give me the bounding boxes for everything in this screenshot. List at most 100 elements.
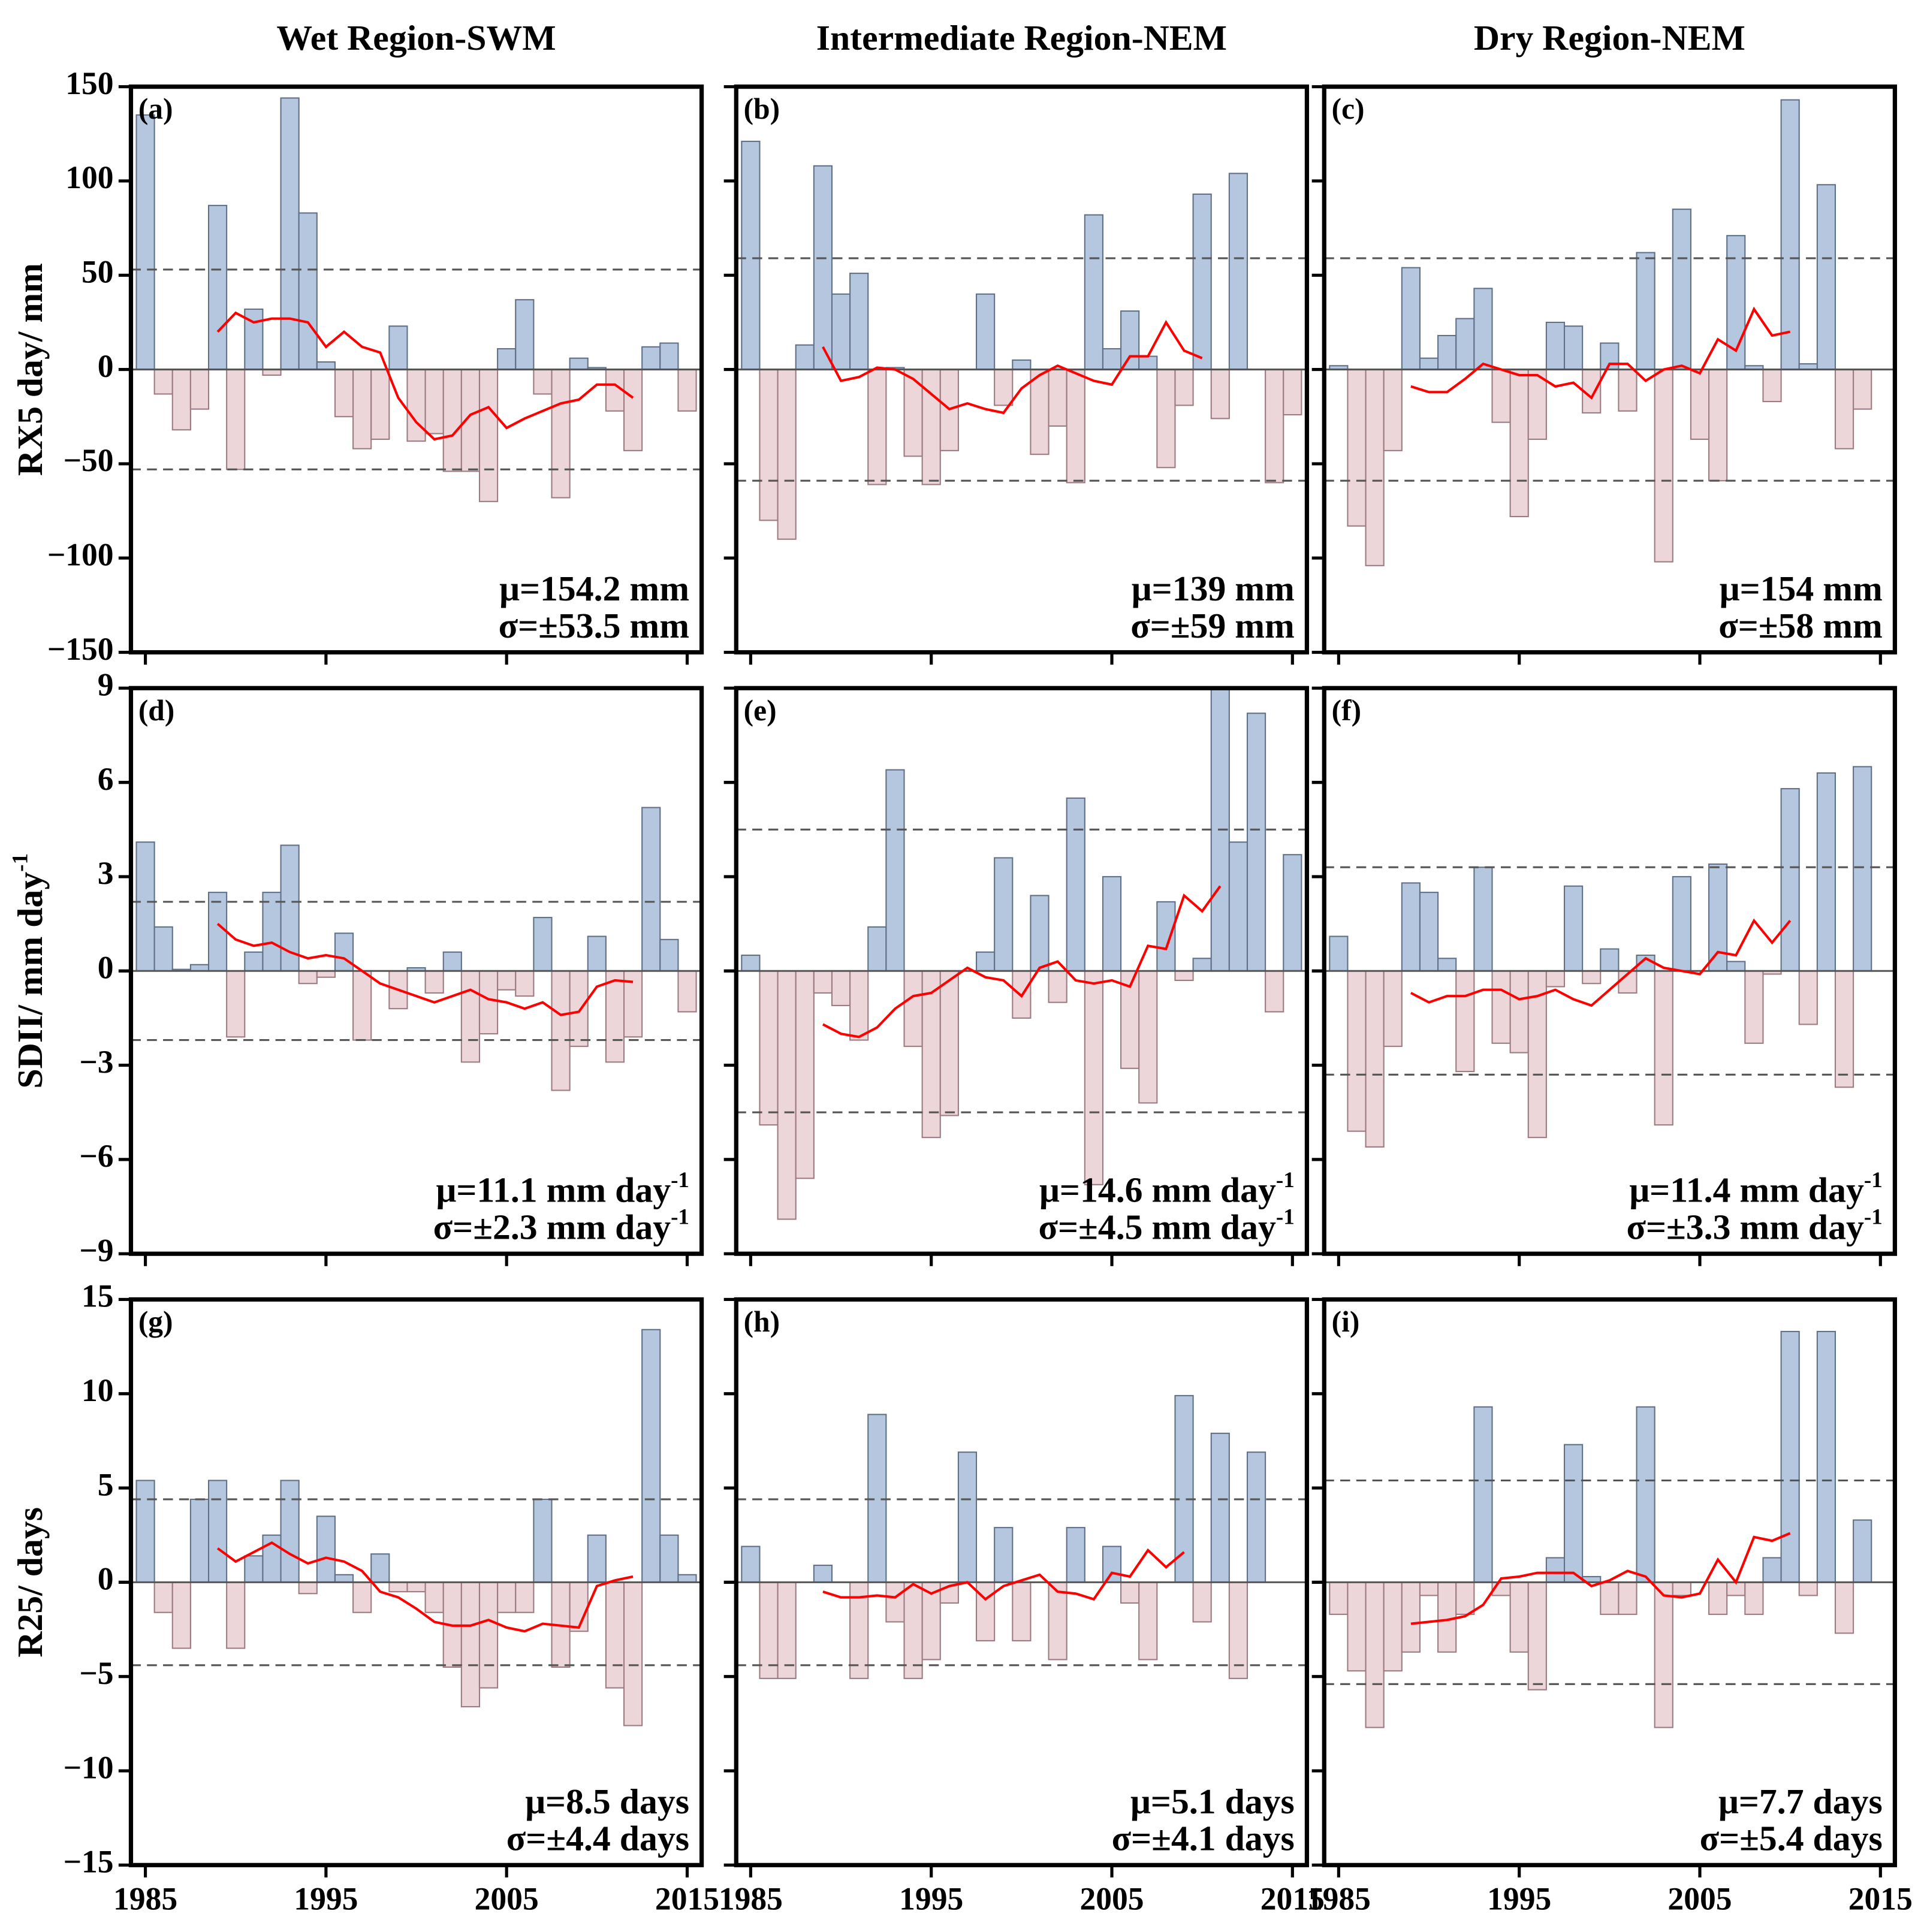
annotation: μ=154 mm [1720, 569, 1883, 608]
bar [1834, 970, 1854, 1088]
bar [533, 917, 553, 972]
running-mean-line [216, 923, 634, 1016]
bar [1102, 1545, 1122, 1583]
bar [1329, 935, 1349, 972]
bar [1618, 1581, 1638, 1615]
x-tick-label: 2015 [655, 1880, 719, 1916]
bar [1066, 1527, 1085, 1583]
bar [641, 346, 661, 370]
bar [1102, 348, 1122, 370]
bar [1798, 1581, 1818, 1596]
bar [1762, 1557, 1782, 1583]
annotation-text: μ=5.1 days [1130, 1782, 1295, 1821]
running-mean-line [822, 885, 1222, 1039]
annotation-superscript: -1 [1864, 1168, 1883, 1193]
bar [939, 970, 959, 1116]
bar [1084, 214, 1103, 370]
bar [976, 293, 996, 370]
bar [1527, 369, 1547, 440]
annotation: σ=±4.5 mm day-1 [1038, 1205, 1294, 1247]
bar [795, 970, 815, 1179]
bar [1283, 854, 1302, 972]
annotation: σ=±5.4 days [1700, 1819, 1883, 1858]
bar [424, 1581, 444, 1613]
bar [189, 964, 210, 972]
bar [1138, 970, 1158, 1104]
panel-label: (i) [1332, 1305, 1360, 1338]
y-axis-label: R25/ days [10, 1507, 50, 1658]
bar [741, 1545, 761, 1583]
bar [352, 369, 372, 449]
annotation: μ=5.1 days [1130, 1782, 1295, 1821]
bar [1102, 876, 1122, 972]
bar [460, 1581, 481, 1708]
bar [1726, 1581, 1746, 1596]
bar [885, 1581, 905, 1623]
panel-label: (e) [744, 694, 777, 727]
plot-area [1324, 1330, 1895, 1728]
bar [623, 1581, 643, 1726]
bar [1473, 867, 1493, 972]
bar [1347, 369, 1367, 527]
bar [903, 369, 923, 457]
bar [135, 114, 155, 370]
x-tick-label: 1985 [1307, 1880, 1371, 1916]
bar [659, 342, 679, 370]
bar [1246, 1451, 1266, 1583]
running-mean-line [822, 319, 1203, 415]
bar [298, 970, 318, 985]
bar [1174, 369, 1194, 406]
y-tick-label: −5 [79, 1655, 113, 1691]
panel-label: (b) [744, 92, 780, 125]
annotation-superscript: -1 [1864, 1205, 1883, 1230]
annotation-text: μ=11.4 mm day [1629, 1170, 1864, 1210]
annotation-text: μ=14.6 mm day [1039, 1170, 1276, 1210]
bar [1419, 357, 1439, 370]
bar [1509, 970, 1529, 1053]
bar [1084, 970, 1103, 1185]
annotation-text: σ=±4.5 mm day [1038, 1207, 1276, 1246]
bar [885, 769, 905, 972]
bar [813, 1565, 833, 1583]
bar [1744, 970, 1764, 1044]
bar [1708, 1581, 1728, 1615]
annotation-text: σ=±53.5 mm [499, 606, 689, 645]
column-title: Wet Region-SWM [276, 18, 556, 58]
bar [1012, 359, 1032, 370]
bar [1563, 885, 1584, 972]
bar [1527, 970, 1547, 1139]
bar [1265, 369, 1284, 484]
annotation: σ=±59 mm [1130, 606, 1295, 645]
bar [1780, 99, 1800, 370]
bar [677, 369, 697, 412]
y-axis-label-text: R25/ days [10, 1507, 50, 1658]
bar [1419, 892, 1439, 972]
annotation-text: μ=7.7 days [1718, 1782, 1883, 1821]
panel: (c) μ=154 mmσ=±58 mm [1311, 84, 1898, 665]
bar [813, 970, 833, 994]
bar [533, 1498, 553, 1583]
bar [849, 970, 869, 1041]
bar [1726, 961, 1746, 972]
bar [957, 1451, 978, 1583]
annotation: σ=±53.5 mm [499, 606, 689, 645]
bar [334, 369, 354, 418]
y-tick-label: 3 [98, 855, 114, 891]
bar [1853, 766, 1872, 972]
bar [1383, 1581, 1403, 1672]
bar [1228, 841, 1249, 972]
y-tick-label: 50 [82, 254, 114, 290]
annotation: σ=±4.1 days [1112, 1819, 1295, 1858]
bar [226, 1581, 246, 1649]
bar [1654, 1581, 1673, 1728]
y-tick-label: −15 [63, 1844, 113, 1880]
plot-area [131, 97, 702, 502]
bar [316, 970, 336, 978]
bar [388, 1581, 408, 1593]
bar [1401, 1581, 1421, 1653]
annotation: μ=14.6 mm day-1 [1039, 1168, 1295, 1210]
y-tick-label: 15 [82, 1278, 114, 1314]
y-axis-label-superscript: -1 [8, 853, 32, 872]
annotation: μ=11.1 mm day-1 [436, 1168, 689, 1210]
annotation-text: σ=±5.4 days [1700, 1819, 1883, 1858]
